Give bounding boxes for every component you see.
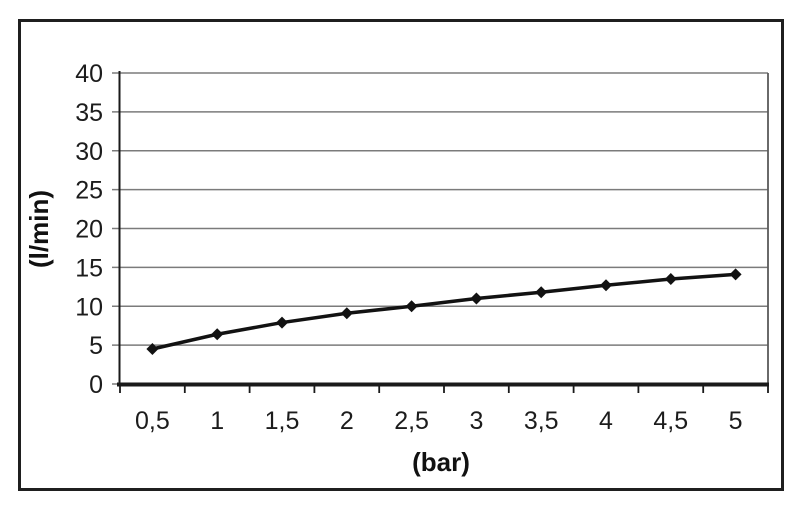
axes-group [117, 71, 769, 393]
data-point-marker-0 [146, 343, 159, 356]
y-axis-title: (l/min) [24, 190, 54, 268]
data-point-marker-7 [600, 279, 612, 292]
data-point-marker-6 [535, 286, 548, 299]
x-tick-label-5: 3 [469, 407, 483, 435]
data-point-marker-2 [276, 316, 288, 329]
y-tick-label-25: 25 [75, 177, 103, 205]
y-tick-label-15: 15 [75, 254, 103, 282]
x-tick-label-1: 1 [210, 407, 224, 435]
x-tick-label-3: 2 [340, 407, 354, 435]
y-tick-label-30: 30 [75, 138, 103, 166]
x-tick-label-0: 0,5 [135, 407, 170, 435]
series-line-flow-rate-curve [152, 272, 736, 351]
data-point-marker-4 [405, 300, 418, 313]
data-point-marker-3 [340, 307, 353, 320]
x-tick-label-6: 3,5 [524, 407, 559, 435]
y-tick-label-10: 10 [75, 293, 103, 321]
y-tick-label-5: 5 [89, 332, 103, 360]
y-tick-label-0: 0 [89, 371, 103, 399]
data-point-marker-9 [729, 268, 742, 281]
y-tick-label-35: 35 [75, 99, 103, 127]
x-tick-label-7: 4 [599, 407, 613, 435]
x-axis-title: (bar) [412, 447, 470, 477]
y-tick-label-20: 20 [75, 216, 103, 244]
tick-labels-group: 0 5 10 15 20 25 30 35 40 0,5 1 1,5 2 2,5 3 3,5 4 4,5 5 [75, 60, 742, 435]
x-tick-label-2: 1,5 [265, 407, 300, 435]
x-tick-label-8: 4,5 [653, 407, 688, 435]
x-tick-label-9: 5 [729, 407, 743, 435]
data-series-group [146, 268, 742, 356]
data-point-marker-5 [470, 292, 483, 305]
chart-frame-border [18, 19, 784, 491]
data-point-marker-1 [211, 328, 224, 341]
y-tick-label-40: 40 [75, 60, 103, 88]
x-tick-label-4: 2,5 [394, 407, 429, 435]
data-point-marker-8 [664, 273, 677, 286]
